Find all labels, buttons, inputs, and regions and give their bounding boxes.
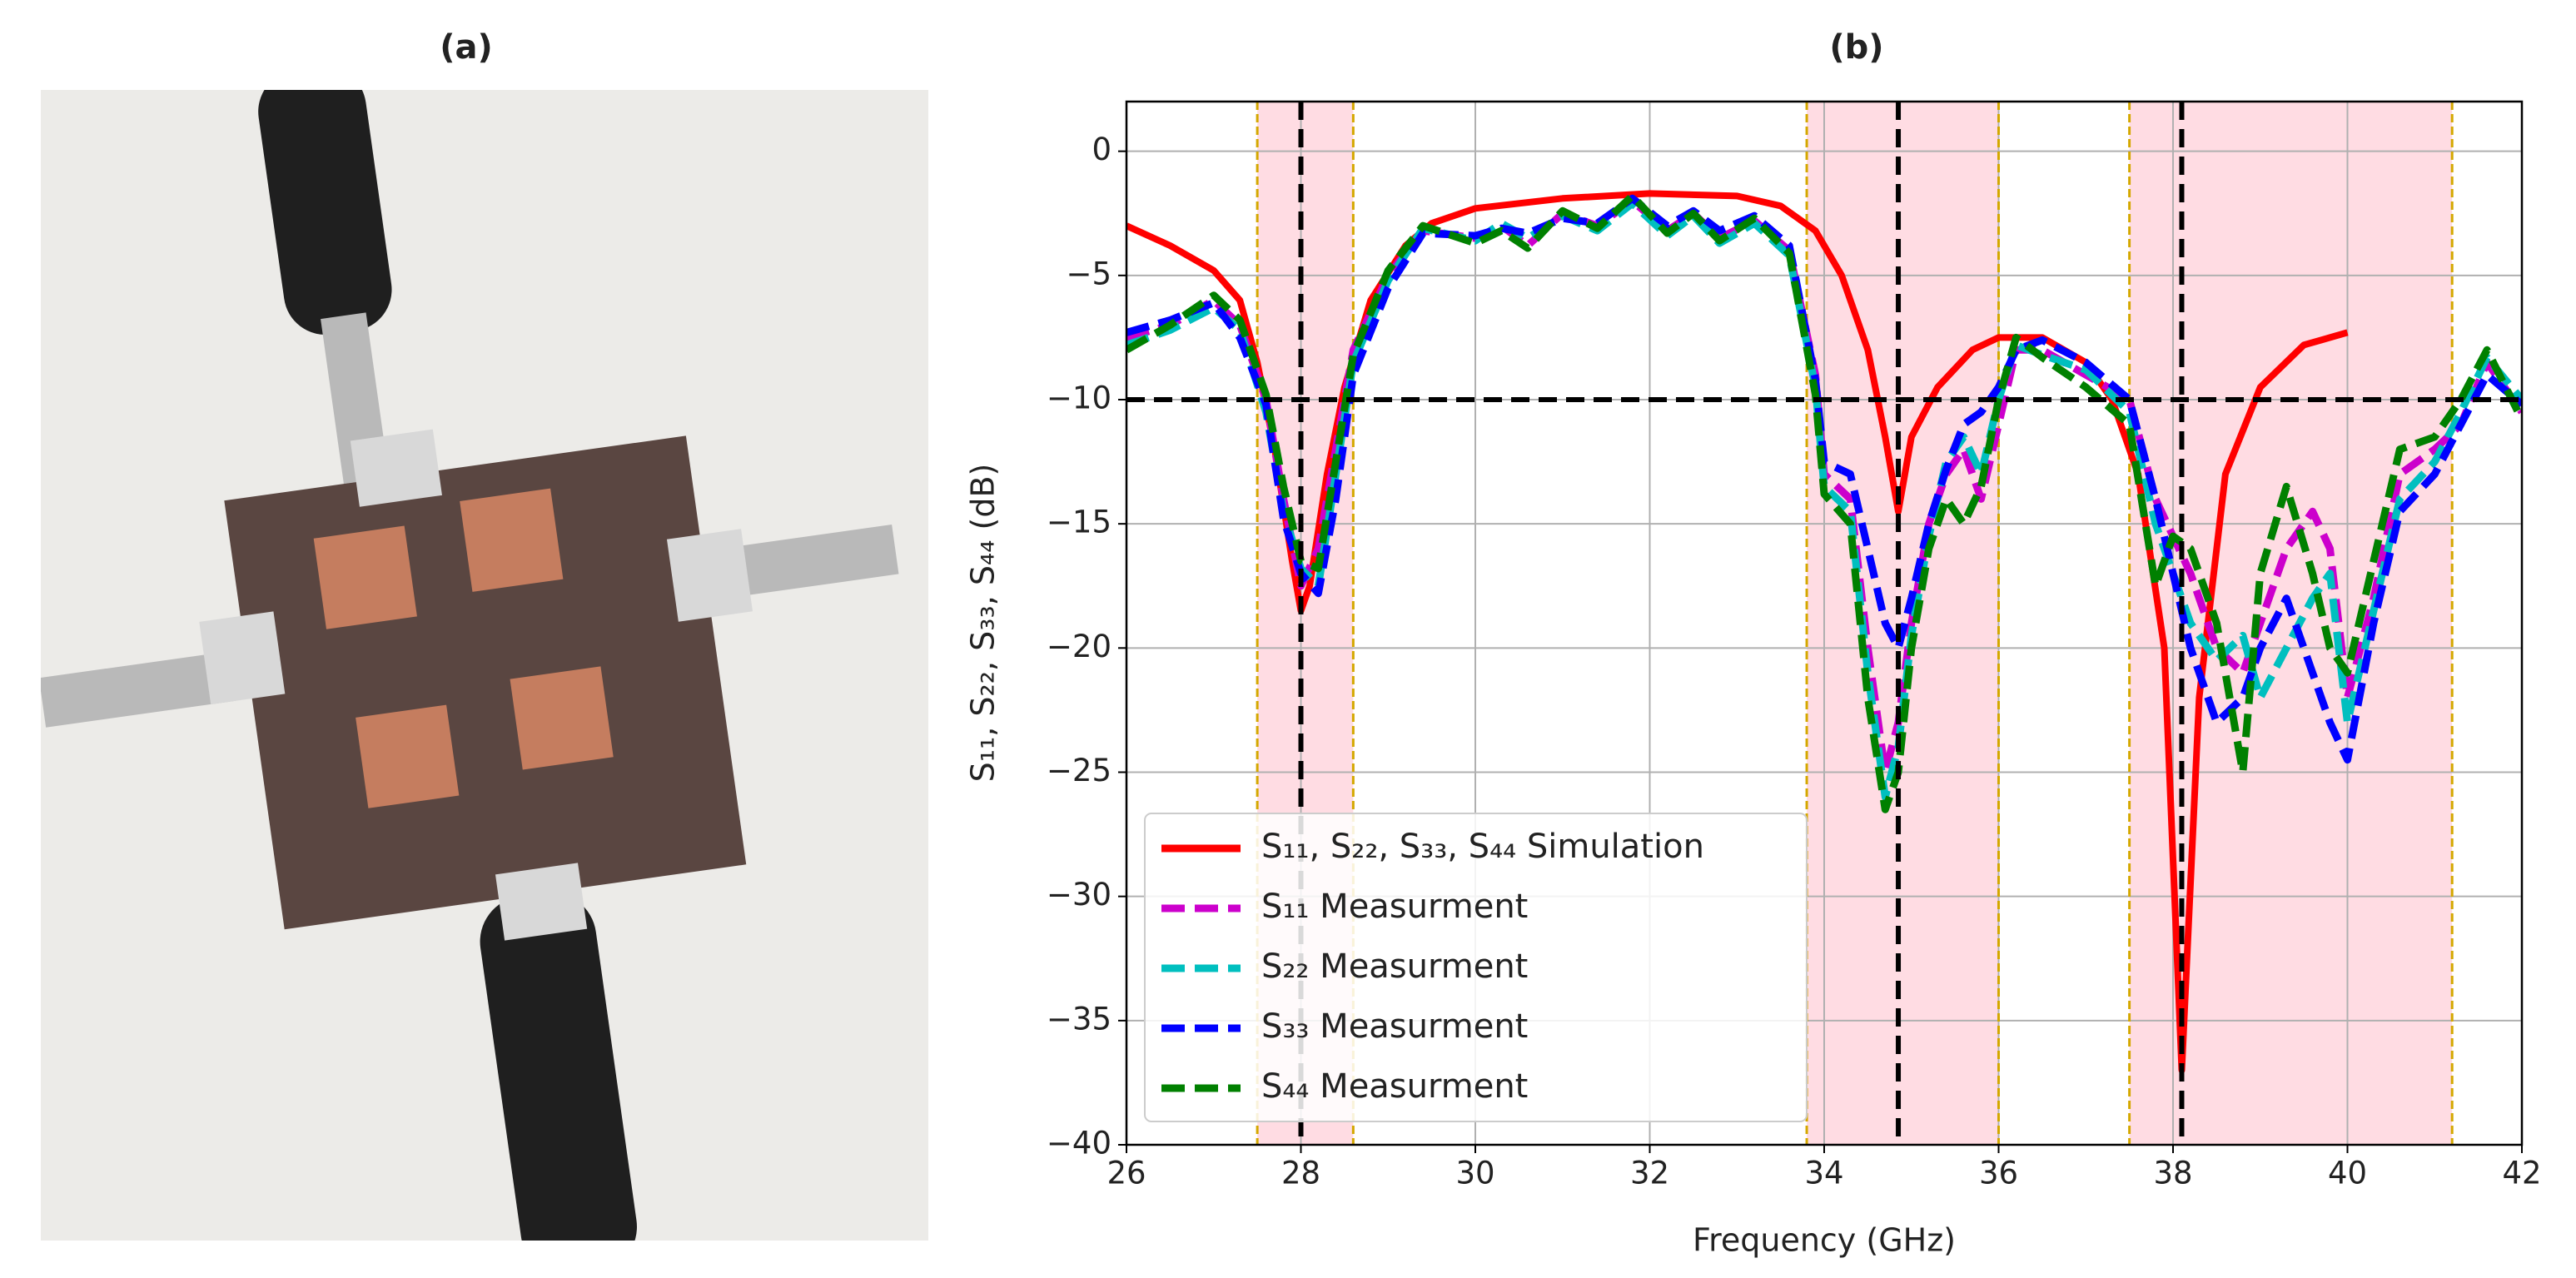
legend-box (1144, 813, 1808, 1122)
y-tick-label: −15 (1047, 505, 1111, 540)
photo-title: (a) (440, 28, 493, 67)
y-axis-label: S₁₁, S₂₂, S₃₃, S₄₄ (dB) (965, 464, 1002, 783)
legend-label: S₁₁, S₂₂, S₃₃, S₄₄ Simulation (1261, 828, 1704, 866)
chart-title: (b) (1829, 28, 1883, 67)
legend-label: S₃₃ Measurment (1261, 1007, 1528, 1046)
x-tick-label: 30 (1455, 1156, 1494, 1191)
y-tick-label: −20 (1047, 629, 1111, 664)
series-line (1126, 194, 2522, 764)
x-tick-label: 26 (1106, 1156, 1146, 1191)
photo (41, 90, 928, 1241)
series-line (1126, 191, 2522, 813)
plot-area (1126, 102, 2522, 1145)
y-tick-label: 0 (1092, 132, 1111, 167)
y-tick-label: −30 (1047, 877, 1111, 913)
y-tick-label: −10 (1047, 380, 1111, 416)
x-tick-label: 40 (2328, 1156, 2367, 1191)
x-tick-label: 34 (1804, 1156, 1843, 1191)
legend-label: S₂₂ Measurment (1261, 947, 1528, 986)
series-line (1126, 196, 2522, 776)
legend-label: S₄₄ Measurment (1261, 1067, 1528, 1106)
y-tick-label: −35 (1047, 1001, 1111, 1037)
x-tick-label: 42 (2502, 1156, 2541, 1191)
legend-label: S₁₁ Measurment (1261, 888, 1528, 926)
y-tick-label: −25 (1047, 753, 1111, 788)
x-tick-label: 36 (1979, 1156, 2018, 1191)
x-tick-label: 38 (2153, 1156, 2192, 1191)
y-tick-label: −5 (1066, 256, 1111, 291)
x-tick-label: 32 (1630, 1156, 1669, 1191)
series-line (1126, 190, 2349, 1074)
y-tick-label: −40 (1047, 1126, 1111, 1161)
x-axis-label: Frequency (GHz) (1693, 1222, 1956, 1259)
series-line (1126, 199, 2522, 801)
x-tick-label: 28 (1281, 1156, 1320, 1191)
